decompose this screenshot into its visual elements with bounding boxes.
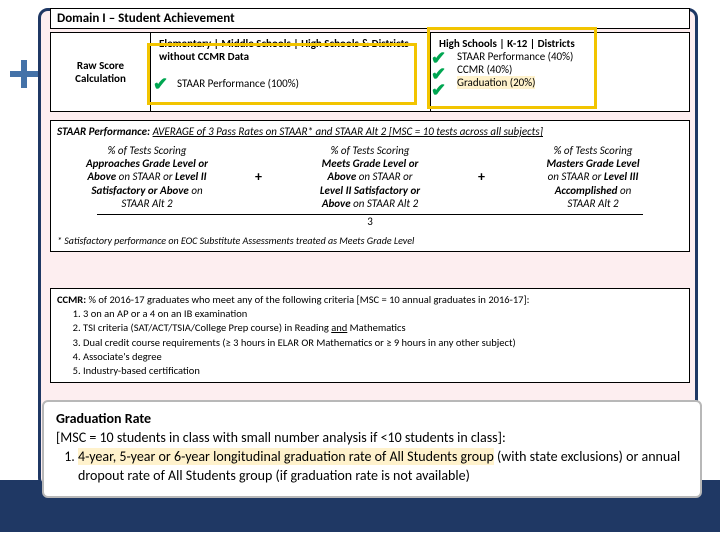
calc-row: Raw Score Calculation Elementary | Middl… <box>50 32 690 112</box>
denominator: 3 <box>57 215 683 228</box>
staar-title-row: STAAR Performance: AVERAGE of 3 Pass Rat… <box>57 125 683 138</box>
domain-header: Domain I – Student Achievement <box>50 8 690 29</box>
elem-staar-line: STAAR Performance (100%) <box>177 77 422 90</box>
staar-col-approaches: % of Tests Scoring Approaches Grade Leve… <box>57 144 237 210</box>
grad-item-1: 4-year, 5-year or 6-year longitudinal gr… <box>78 448 688 486</box>
calc-elementary-cell: Elementary | Middle Schools | High Schoo… <box>151 33 431 111</box>
ccmr-item-4: Associate's degree <box>83 350 683 364</box>
ccmr-item-1: 3 on an AP or a 4 on an IB examination <box>83 307 683 321</box>
check-icon: ✔ <box>153 73 168 95</box>
graduation-rate-box: Graduation Rate [MSC = 10 students in cl… <box>42 400 702 498</box>
calc-highschool-cell: High Schools | K-12 | Districts STAAR Pe… <box>431 33 689 111</box>
grad-msc: [MSC = 10 students in class with small n… <box>56 429 688 448</box>
elem-header: Elementary | Middle Schools | High Schoo… <box>159 37 422 63</box>
hs-grad-text: Graduation (20%) <box>457 76 535 89</box>
grad-item-hl: 4-year, 5-year or 6-year longitudinal gr… <box>78 448 494 465</box>
domain-title: Domain I – Student Achievement <box>57 11 235 26</box>
staar-footnote: * Satisfactory performance on EOC Substi… <box>57 234 683 247</box>
staar-formula: % of Tests Scoring Approaches Grade Leve… <box>57 144 683 210</box>
plus-icon <box>10 60 40 90</box>
ccmr-list: 3 on an AP or a 4 on an IB examination T… <box>83 307 683 378</box>
staar-title-rest: AVERAGE of 3 Pass Rates on STAAR* and ST… <box>153 125 543 138</box>
grad-list: 4-year, 5-year or 6-year longitudinal gr… <box>78 448 688 486</box>
plus-operator: + <box>249 168 269 185</box>
ccmr-box: CCMR: % of 2016-17 graduates who meet an… <box>50 288 690 383</box>
ccmr-rest: % of 2016-17 graduates who meet any of t… <box>88 293 529 306</box>
hs-grad: Graduation (20%) <box>457 76 681 89</box>
staar-performance-box: STAAR Performance: AVERAGE of 3 Pass Rat… <box>50 120 690 252</box>
staar-col-meets: % of Tests Scoring Meets Grade Level or … <box>280 144 460 210</box>
hs-header: High Schools | K-12 | Districts <box>439 37 681 50</box>
ccmr-item-5: Industry-based certification <box>83 364 683 378</box>
plus-operator: + <box>472 168 492 185</box>
ccmr-prefix: CCMR: <box>57 293 86 306</box>
ccmr-title-row: CCMR: % of 2016-17 graduates who meet an… <box>57 293 683 307</box>
raw-score-label: Raw Score Calculation <box>51 33 151 111</box>
check-icon: ✔ <box>431 79 446 101</box>
hs-staar: STAAR Performance (40%) <box>457 50 681 63</box>
hs-ccmr: CCMR (40%) <box>457 63 681 76</box>
grad-title: Graduation Rate <box>56 410 151 427</box>
ccmr-item-3: Dual credit course requirements (≥ 3 hou… <box>83 336 683 350</box>
staar-title-prefix: STAAR Performance: <box>57 125 150 138</box>
ccmr-item-2: TSI criteria (SAT/ACT/TSIA/College Prep … <box>83 321 683 335</box>
staar-col-masters: % of Tests Scoring Masters Grade Level o… <box>503 144 683 210</box>
